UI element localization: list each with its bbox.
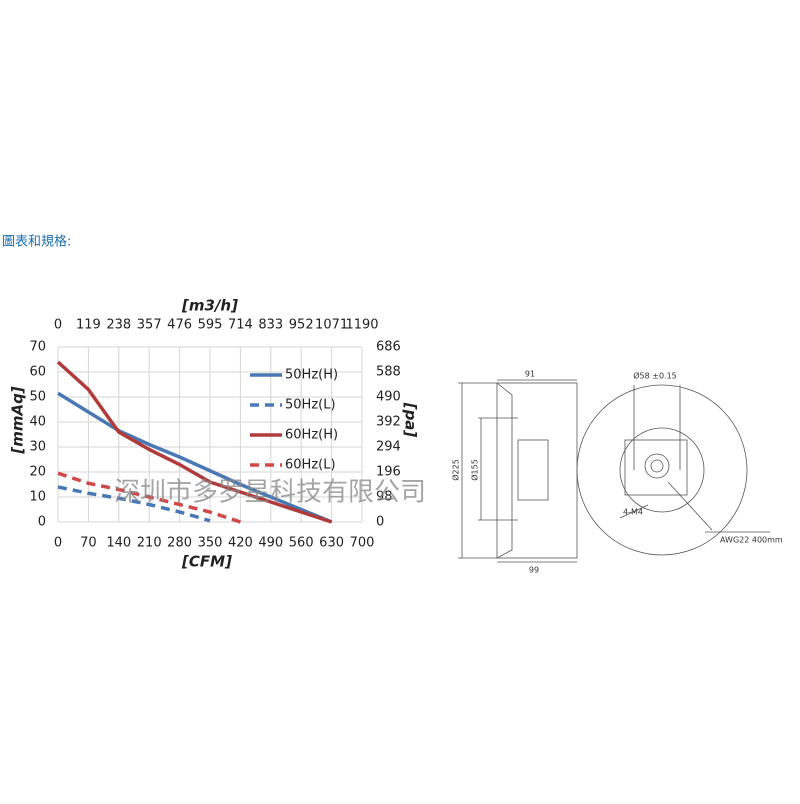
y2-tick-label: 392 bbox=[376, 415, 401, 430]
x2-tick-label: 952 bbox=[289, 318, 314, 333]
y-tick-label: 50 bbox=[29, 390, 46, 405]
dim-label: 99 bbox=[529, 566, 539, 575]
y-label: [mmAq] bbox=[9, 386, 27, 454]
y2-tick-label: 0 bbox=[376, 515, 384, 530]
x-tick-label: 210 bbox=[137, 536, 162, 551]
legend-label: 60Hz(L) bbox=[285, 458, 336, 473]
fan-drawing: 91 Ø225 Ø155 99 Ø58 ±0.15 4-M4 AWG22 400… bbox=[451, 370, 783, 575]
series-line bbox=[57, 485, 211, 523]
x2-label: [m3/h] bbox=[181, 297, 238, 315]
y-tick-label: 0 bbox=[38, 515, 46, 530]
x2-tick-label: 0 bbox=[54, 318, 62, 333]
header: 圖表和規格: bbox=[2, 234, 71, 250]
dim-label: 4-M4 bbox=[623, 508, 643, 517]
y-tick-label: 20 bbox=[29, 465, 46, 480]
y2-tick-label: 686 bbox=[376, 340, 401, 355]
x2-tick-label: 833 bbox=[258, 318, 283, 333]
y2-tick-label: 98 bbox=[376, 490, 393, 505]
x-tick-label: 280 bbox=[167, 536, 192, 551]
x-label: [CFM] bbox=[181, 553, 232, 571]
dim-label: 91 bbox=[525, 370, 535, 379]
dim-label: AWG22 400mm bbox=[720, 536, 783, 545]
y2-tick-label: 588 bbox=[376, 365, 401, 380]
x2-tick-label: 357 bbox=[137, 318, 162, 333]
legend-label: 50Hz(H) bbox=[285, 368, 338, 383]
x2-tick-label: 238 bbox=[106, 318, 131, 333]
y-tick-label: 40 bbox=[29, 415, 46, 430]
x2-tick-label: 1071 bbox=[315, 318, 348, 333]
x-tick-label: 630 bbox=[319, 536, 344, 551]
y2-tick-label: 196 bbox=[376, 465, 401, 480]
x-tick-label: 420 bbox=[228, 536, 253, 551]
y-tick-label: 10 bbox=[29, 490, 46, 505]
x-tick-label: 700 bbox=[350, 536, 375, 551]
x-tick-label: 140 bbox=[106, 536, 131, 551]
x-tick-label: 490 bbox=[258, 536, 283, 551]
legend-label: 50Hz(L) bbox=[285, 398, 336, 413]
x-tick-label: 70 bbox=[80, 536, 97, 551]
x-tick-label: 350 bbox=[198, 536, 223, 551]
y2-tick-label: 294 bbox=[376, 440, 401, 455]
series-line bbox=[57, 391, 333, 524]
y2-tick-label: 490 bbox=[376, 390, 401, 405]
x2-tick-label: 119 bbox=[76, 318, 101, 333]
x2-tick-label: 595 bbox=[198, 318, 223, 333]
x2-tick-label: 476 bbox=[167, 318, 192, 333]
x2-tick-label: 1190 bbox=[345, 318, 378, 333]
watermark: 深圳市多罗星科技有限公司 bbox=[114, 478, 426, 508]
dim-label: Ø225 bbox=[451, 459, 461, 481]
y-tick-label: 60 bbox=[29, 365, 46, 380]
series-line bbox=[57, 471, 241, 524]
y2-label: [pa] bbox=[402, 402, 420, 438]
series-line bbox=[56, 360, 333, 524]
x2-tick-label: 714 bbox=[228, 318, 253, 333]
y-tick-label: 30 bbox=[29, 440, 46, 455]
y-tick-label: 70 bbox=[29, 340, 46, 355]
legend-label: 60Hz(H) bbox=[285, 428, 338, 443]
x-tick-label: 0 bbox=[54, 536, 62, 551]
x-tick-label: 560 bbox=[289, 536, 314, 551]
dim-label: Ø58 ±0.15 bbox=[633, 371, 677, 381]
dim-label: Ø155 bbox=[470, 459, 480, 481]
